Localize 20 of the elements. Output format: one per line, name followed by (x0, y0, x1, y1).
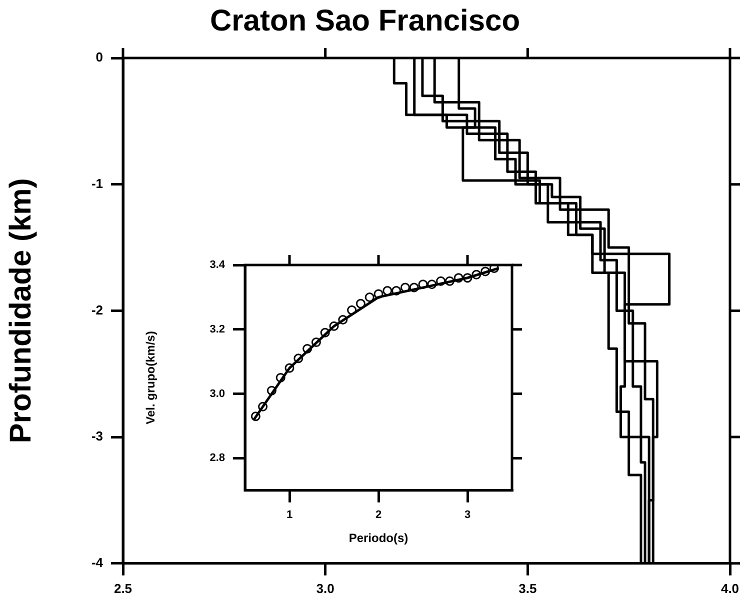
y-tick-label: 3.2 (210, 323, 225, 336)
x-tick-label: 2 (375, 509, 382, 522)
x-tick-label: 3 (464, 509, 471, 522)
y-axis-title: Profundidade (km) (4, 178, 38, 444)
y-tick-label: -4 (91, 554, 104, 570)
y-axis-title: Vel. grupo(km/s) (144, 331, 158, 424)
x-tick-label: 3.5 (518, 580, 537, 596)
y-tick-label: 2.8 (210, 452, 225, 464)
x-tick-label: 2.5 (114, 580, 132, 596)
x-tick-label: 4.0 (720, 580, 740, 596)
y-tick-label: -2 (91, 302, 103, 318)
chart-title: Craton Sao Francisco (210, 4, 520, 38)
x-axis-title: Periodo(s) (348, 531, 408, 546)
y-tick-label: 3.4 (210, 259, 226, 272)
y-tick-label: -3 (91, 428, 103, 444)
x-tick-label: 1 (286, 509, 293, 522)
y-tick-label: 3.0 (210, 388, 225, 400)
x-tick-label: 3.0 (316, 580, 334, 596)
y-tick-label: 0 (96, 50, 103, 65)
y-tick-label: -1 (91, 176, 103, 191)
